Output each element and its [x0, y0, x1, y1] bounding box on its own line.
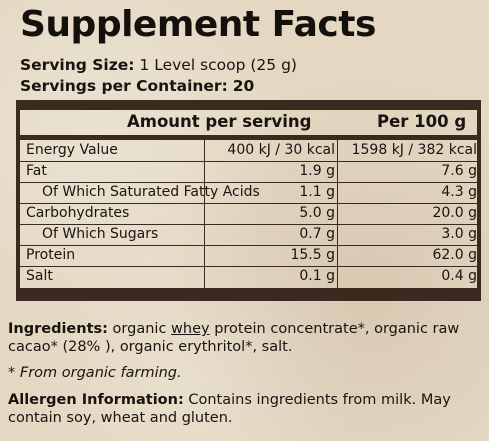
- allergen-label: Allergen Information:: [8, 392, 184, 408]
- nutrient-row: Fat 1.9 g 7.6 g: [20, 162, 477, 183]
- nutrient-row: Salt 0.1 g 0.4 g: [20, 267, 477, 287]
- row-divider: [20, 161, 477, 162]
- row-divider: [20, 245, 477, 246]
- nutrient-per-100g: 0.4 g: [441, 268, 477, 284]
- header-divider-rule: [16, 135, 481, 140]
- nutrient-name: Of Which Saturated Fatty Acids: [42, 184, 260, 200]
- nutrient-per-100g: 1598 kJ / 382 kcal: [351, 142, 477, 158]
- header-per-100g: Per 100 g: [377, 112, 467, 131]
- allergen-text: Contains ingredients from milk. May cont…: [8, 392, 451, 426]
- nutrient-name: Energy Value: [26, 142, 118, 158]
- serving-size-value: 1 Level scoop (25 g): [139, 56, 297, 74]
- servings-per-container-label: Servings per Container:: [20, 77, 228, 95]
- ingredients-text-underlined: whey: [171, 321, 210, 337]
- table-top-rule: [16, 100, 481, 110]
- nutrient-name: Protein: [26, 247, 76, 263]
- nutrient-name: Salt: [26, 268, 53, 284]
- row-divider: [20, 266, 477, 267]
- nutrient-per-serving: 400 kJ / 30 kcal: [227, 142, 335, 158]
- nutrient-per-100g: 20.0 g: [432, 205, 477, 221]
- organic-footnote: * From organic farming.: [8, 365, 182, 381]
- nutrient-name: Carbohydrates: [26, 205, 130, 221]
- serving-size-line: Serving Size: 1 Level scoop (25 g): [20, 56, 297, 74]
- header-amount-per-serving: Amount per serving: [127, 112, 312, 131]
- ingredients-paragraph: Ingredients: organic whey protein concen…: [8, 320, 483, 356]
- nutrient-per-serving: 5.0 g: [299, 205, 335, 221]
- nutrient-row: Carbohydrates 5.0 g 20.0 g: [20, 204, 477, 225]
- column-separator-100g: [337, 140, 338, 288]
- nutrient-per-serving: 0.1 g: [299, 268, 335, 284]
- nutrient-per-100g: 62.0 g: [432, 247, 477, 263]
- nutrient-per-serving: 1.9 g: [299, 163, 335, 179]
- nutrient-row: Energy Value 400 kJ / 30 kcal 1598 kJ / 38…: [20, 141, 477, 162]
- nutrient-row: Protein 15.5 g 62.0 g: [20, 246, 477, 267]
- row-divider: [20, 224, 477, 225]
- nutrient-per-100g: 4.3 g: [441, 184, 477, 200]
- table-right-border: [477, 100, 481, 301]
- allergen-paragraph: Allergen Information: Contains ingredien…: [8, 391, 483, 427]
- table-left-border: [16, 100, 20, 301]
- nutrient-per-serving: 15.5 g: [290, 247, 335, 263]
- nutrient-name: Fat: [26, 163, 47, 179]
- nutrient-per-100g: 3.0 g: [441, 226, 477, 242]
- nutrient-row: Of Which Sugars 0.7 g 3.0 g: [20, 225, 477, 246]
- servings-per-container-value: 20: [232, 77, 255, 95]
- nutrient-name: Of Which Sugars: [42, 226, 159, 242]
- ingredients-label: Ingredients:: [8, 321, 108, 337]
- column-separator-serving: [204, 140, 205, 288]
- nutrient-row: Of Which Saturated Fatty Acids 1.1 g 4.3 g: [20, 183, 477, 204]
- row-divider: [20, 182, 477, 183]
- row-divider: [20, 203, 477, 204]
- nutrient-per-serving: 1.1 g: [299, 184, 335, 200]
- ingredients-text-post: protein concentrate*, organic raw cacao*…: [8, 321, 460, 355]
- nutrient-per-100g: 7.6 g: [441, 163, 477, 179]
- servings-per-container-line: Servings per Container: 20: [20, 77, 254, 95]
- ingredients-text-pre: organic: [107, 321, 172, 337]
- nutrient-per-serving: 0.7 g: [299, 226, 335, 242]
- panel-title: Supplement Facts: [20, 4, 376, 45]
- serving-size-label: Serving Size:: [20, 56, 135, 74]
- table-bottom-rule: [16, 288, 481, 301]
